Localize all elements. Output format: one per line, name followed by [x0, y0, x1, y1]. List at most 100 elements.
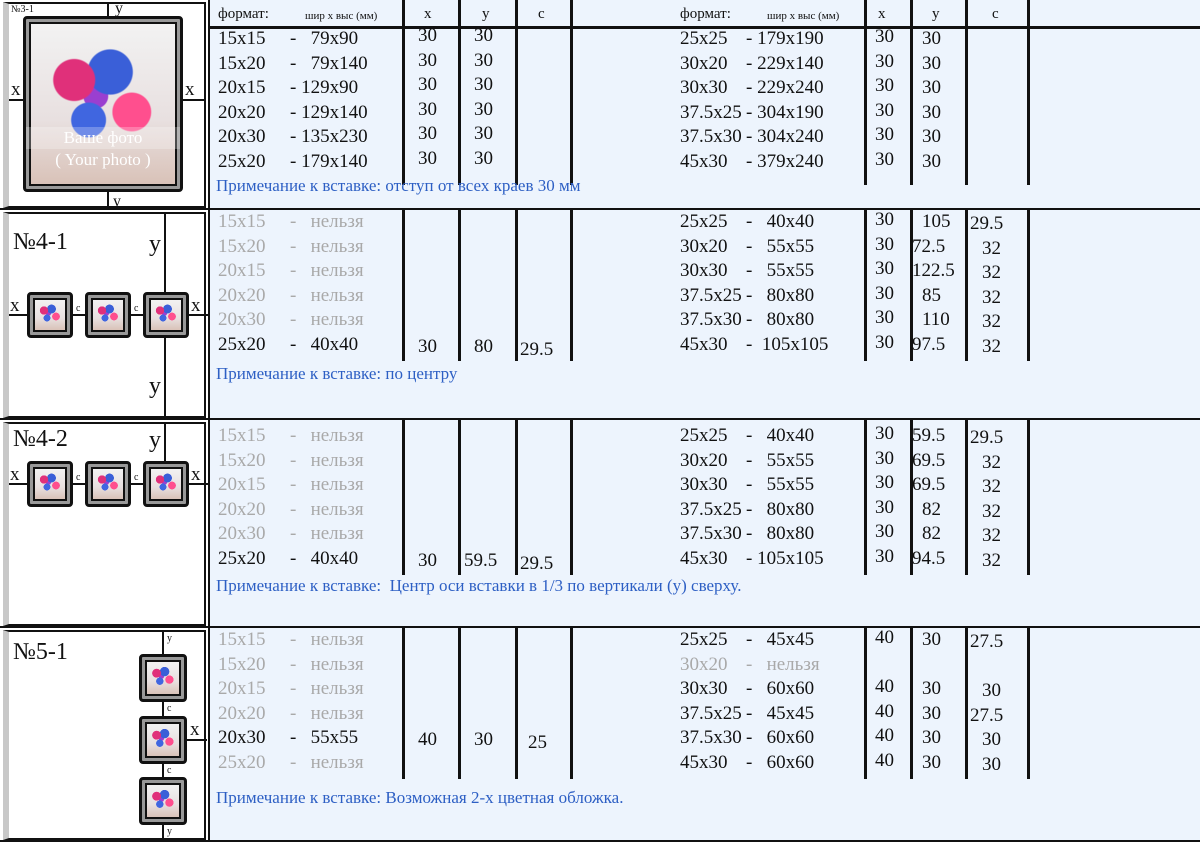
label-x: x	[10, 464, 20, 485]
x-value: 40	[875, 725, 894, 747]
size-cell: - нельзя	[290, 449, 364, 471]
guide-line	[131, 483, 143, 485]
label-y: y	[113, 193, 121, 210]
guide-line	[73, 314, 85, 316]
x-value: 30	[875, 124, 894, 146]
column-divider	[570, 628, 573, 779]
c-value: 30	[982, 754, 1001, 775]
guide-line	[162, 825, 164, 840]
x-value: 40	[875, 700, 894, 722]
format-cell: 15x20	[218, 653, 266, 675]
diagram-panel: №5-1 y c c y x	[3, 630, 207, 840]
layout-id: №5-1	[13, 639, 68, 665]
x-value: 40	[875, 676, 894, 698]
size-cell: - нельзя	[290, 284, 364, 306]
header-dimensions: шир х выс (мм)	[305, 10, 378, 22]
label-x: x	[191, 295, 201, 316]
format-cell: 30x20	[680, 235, 728, 257]
size-cell: - 80x80	[746, 498, 815, 520]
guide-line	[187, 739, 207, 741]
column-divider	[864, 0, 867, 185]
size-cell: - 80x80	[746, 523, 815, 545]
y-value: 105	[922, 211, 951, 232]
size-cell: - 304x240	[746, 126, 824, 148]
format-cell: 30x30	[680, 260, 728, 282]
size-cell: - 40x40	[746, 211, 815, 232]
x-value: 30	[875, 472, 894, 494]
x-value: 30	[875, 282, 894, 304]
column-divider	[965, 210, 968, 361]
format-cell: 25x20	[218, 548, 266, 569]
spec-table: формат: шир х выс (мм) x y c формат: шир х выс…	[208, 0, 1200, 208]
column-divider	[515, 210, 518, 361]
size-cell: - 40x40	[290, 334, 359, 355]
column-divider	[402, 420, 405, 575]
size-cell: - 229x240	[746, 77, 824, 99]
column-divider	[458, 420, 461, 575]
x-value: 30	[418, 74, 437, 96]
size-cell: - 79x140	[290, 52, 368, 74]
format-cell: 37.5x30	[680, 523, 742, 545]
y-value: 69.5	[912, 474, 946, 496]
y-value: 30	[922, 101, 941, 123]
format-cell: 45x30	[680, 151, 728, 172]
format-cell: 20x20	[218, 702, 266, 724]
guide-line	[107, 192, 109, 208]
format-cell: 37.5x30	[680, 126, 742, 148]
x-value: 30	[875, 496, 894, 518]
format-cell: 20x30	[218, 523, 266, 545]
c-value: 27.5	[970, 631, 1004, 652]
size-cell: - 55x55	[746, 260, 815, 282]
size-cell: - 379x240	[746, 151, 824, 172]
column-divider	[402, 210, 405, 361]
column-divider	[402, 0, 405, 185]
label-c: c	[167, 765, 172, 776]
x-value: 30	[875, 546, 894, 567]
y-value: 30	[922, 77, 941, 99]
guide-line	[164, 214, 166, 292]
insert-note: Примечание к вставке: по центру	[216, 364, 458, 383]
spec-table: 15x15 - нельзя 15x20 - нельзя 20x15 - нельзя 2…	[208, 627, 1200, 840]
c-value: 27.5	[970, 704, 1004, 726]
size-cell: - 129x140	[290, 101, 368, 123]
format-cell: 37.5x30	[680, 309, 742, 331]
label-c: c	[134, 303, 139, 314]
spec-table: 15x15 - нельзя 15x20 - нельзя 20x15 - нельзя 2…	[208, 209, 1200, 418]
x-value: 30	[418, 123, 437, 145]
size-cell: - 60x60	[746, 727, 815, 749]
insert-note: Примечание к вставке: отступ от всех кра…	[216, 176, 581, 195]
label-x: x	[191, 464, 201, 485]
label-y: y	[115, 0, 123, 17]
y-value: 30	[922, 727, 941, 749]
spec-table: 15x15 - нельзя 15x20 - нельзя 20x15 - нельзя 2…	[208, 420, 1200, 626]
photo-caption: ( Your photo )	[55, 150, 151, 169]
x-value: 30	[418, 550, 437, 571]
x-value: 40	[418, 729, 437, 751]
guide-line	[107, 2, 109, 17]
column-divider	[910, 628, 913, 779]
y-value: 30	[922, 702, 941, 724]
format-cell: 25x25	[680, 425, 728, 446]
size-cell: - 55x55	[746, 449, 815, 471]
section-№4-1: №4-1 x x c c y y 15x15 - нельзя 15x20 - нельзя 20x1…	[0, 209, 1200, 420]
column-divider	[965, 420, 968, 575]
label-x: x	[10, 295, 20, 316]
photo-frame	[143, 292, 189, 338]
insert-note: Примечание к вставке: Центр оси вставки …	[216, 576, 742, 595]
size-cell: - нельзя	[290, 260, 364, 282]
x-value: 30	[875, 75, 894, 97]
y-value: 122.5	[912, 260, 955, 282]
diagram-panel: №3-1 y y x x Ваше фото( Your photo )	[3, 0, 206, 210]
size-cell: - 40x40	[746, 425, 815, 446]
column-divider	[570, 210, 573, 361]
header-divider	[210, 26, 1200, 29]
header-dimensions: шир х выс (мм)	[767, 10, 840, 22]
c-value: 32	[982, 311, 1001, 333]
header-format: формат:	[680, 6, 731, 22]
y-value: 69.5	[912, 449, 946, 471]
photo-thumbnail	[33, 298, 67, 332]
format-cell: 25x20	[218, 151, 266, 172]
column-divider	[458, 628, 461, 779]
format-cell: 37.5x25	[680, 498, 742, 520]
photo-thumbnail	[91, 467, 125, 501]
